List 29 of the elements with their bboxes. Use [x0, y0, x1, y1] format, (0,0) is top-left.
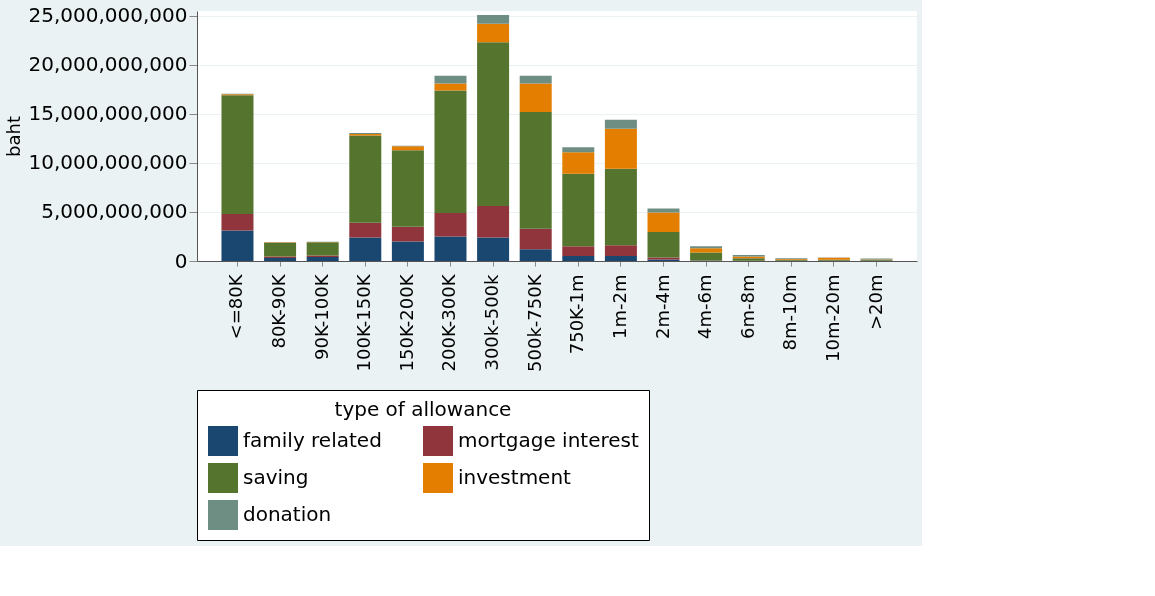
x-tick-label: 8m-10m	[779, 274, 801, 351]
y-tick-label: 20,000,000,000	[28, 52, 188, 77]
x-tick-label: 300k-500k	[481, 273, 503, 371]
legend-label: family related	[243, 428, 382, 452]
x-tick-label: 6m-8m	[736, 274, 758, 339]
y-tick-label: 5,000,000,000	[41, 199, 188, 224]
x-tick-label: >20m	[864, 274, 886, 331]
y-tick-label: 25,000,000,000	[28, 3, 188, 28]
x-tick-label: 10m-20m	[821, 274, 843, 362]
x-tick-label: 1m-2m	[608, 274, 630, 339]
legend-label: donation	[243, 502, 332, 526]
x-tick-label: 750K-1m	[566, 274, 588, 355]
legend-title: type of allowance	[334, 397, 512, 421]
legend-label: saving	[243, 465, 309, 489]
y-tick-label: 10,000,000,000	[28, 150, 188, 175]
x-tick-label: 2m-4m	[651, 274, 673, 339]
x-tick-label: 4m-6m	[694, 274, 716, 339]
legend-label: mortgage interest	[458, 428, 639, 452]
x-tick-label: 80K-90K	[268, 273, 290, 349]
y-tick-label: 0	[174, 248, 188, 273]
x-tick-label: 150K-200K	[395, 273, 417, 372]
x-tick-label: 100K-150K	[353, 273, 375, 372]
x-tick-label: <=80K	[225, 273, 247, 340]
x-tick-label: 90K-100K	[310, 273, 332, 360]
x-tick-label: 500k-750K	[523, 273, 545, 372]
legend-label: investment	[458, 465, 572, 489]
x-tick-label: 200K-300K	[438, 273, 460, 372]
y-axis-title: baht	[3, 116, 25, 157]
y-tick-label: 15,000,000,000	[28, 101, 188, 126]
